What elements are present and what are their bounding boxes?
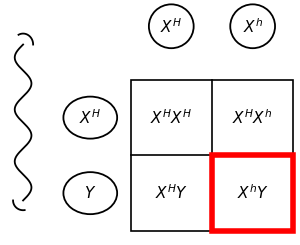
Text: $X^H$: $X^H$ — [79, 108, 101, 127]
Ellipse shape — [63, 172, 117, 214]
Ellipse shape — [149, 4, 194, 48]
Text: $X^HY$: $X^HY$ — [155, 184, 188, 203]
Ellipse shape — [63, 97, 117, 139]
Bar — [212, 155, 293, 231]
Text: $X^h$: $X^h$ — [242, 17, 263, 36]
Text: $X^hY$: $X^hY$ — [237, 184, 268, 203]
Bar — [130, 80, 293, 231]
Ellipse shape — [230, 4, 275, 48]
Text: $Y$: $Y$ — [84, 185, 96, 201]
Text: $X^HX^h$: $X^HX^h$ — [232, 108, 273, 127]
Text: $X^H$: $X^H$ — [160, 17, 182, 36]
Text: $X^HX^H$: $X^HX^H$ — [150, 108, 192, 127]
